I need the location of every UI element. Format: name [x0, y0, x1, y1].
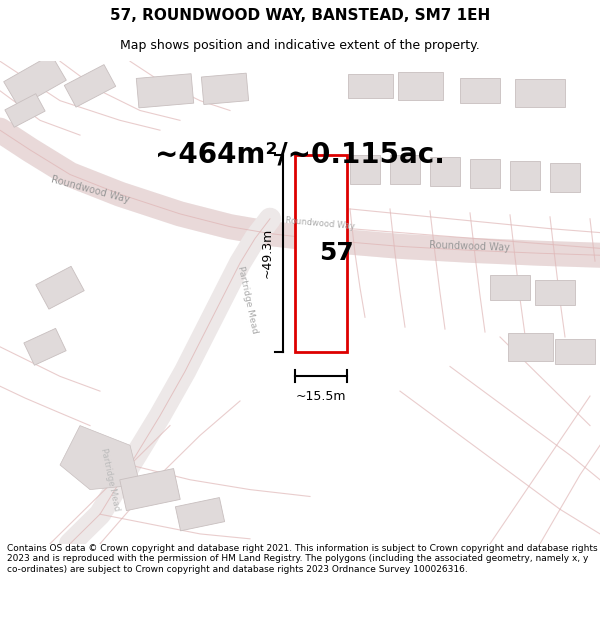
Text: Partridge Mead: Partridge Mead: [99, 448, 121, 512]
Bar: [24, 328, 66, 365]
Text: Partridge Mead: Partridge Mead: [236, 265, 260, 334]
Bar: [460, 79, 500, 103]
Polygon shape: [60, 426, 140, 489]
Bar: [398, 72, 443, 99]
Bar: [175, 498, 224, 531]
Bar: [136, 74, 194, 108]
Bar: [508, 333, 553, 361]
Text: ~464m²/~0.115ac.: ~464m²/~0.115ac.: [155, 141, 445, 169]
Bar: [5, 94, 45, 128]
Text: ~15.5m: ~15.5m: [296, 389, 346, 402]
Text: Roundwood Way: Roundwood Way: [50, 174, 130, 204]
Bar: [36, 266, 84, 309]
Bar: [510, 161, 540, 190]
Bar: [390, 155, 420, 184]
Bar: [555, 339, 595, 364]
Text: Contains OS data © Crown copyright and database right 2021. This information is : Contains OS data © Crown copyright and d…: [7, 544, 598, 574]
Bar: [120, 469, 180, 511]
Bar: [202, 73, 248, 104]
Bar: [470, 159, 500, 188]
Text: ~49.3m: ~49.3m: [260, 228, 274, 278]
Bar: [430, 157, 460, 186]
Bar: [347, 74, 392, 98]
Bar: [490, 276, 530, 300]
Text: Roundwood Way: Roundwood Way: [430, 240, 511, 252]
Bar: [535, 281, 575, 305]
Bar: [64, 64, 116, 107]
Bar: [4, 54, 67, 107]
Bar: [550, 162, 580, 192]
Text: Map shows position and indicative extent of the property.: Map shows position and indicative extent…: [120, 39, 480, 52]
Bar: [295, 155, 347, 352]
Bar: [350, 155, 380, 184]
Text: 57: 57: [319, 241, 353, 265]
Bar: [515, 79, 565, 106]
Text: Roundwood Way: Roundwood Way: [285, 216, 355, 231]
Text: 57, ROUNDWOOD WAY, BANSTEAD, SM7 1EH: 57, ROUNDWOOD WAY, BANSTEAD, SM7 1EH: [110, 8, 490, 22]
